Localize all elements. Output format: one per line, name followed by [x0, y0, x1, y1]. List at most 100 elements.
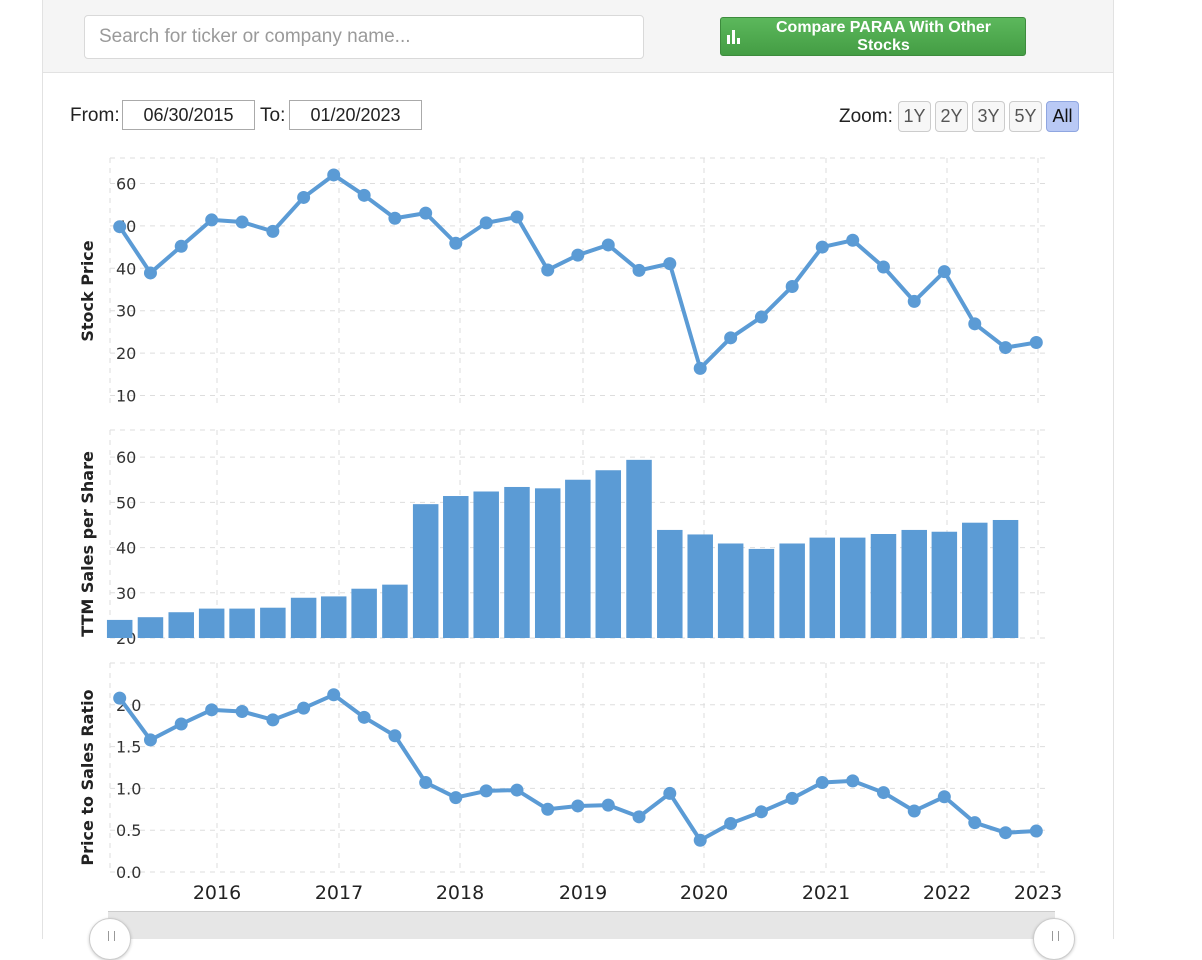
chart-panel: Compare PARAA With Other Stocks	[42, 0, 1114, 939]
data-point	[205, 703, 219, 717]
bar	[534, 488, 561, 638]
bar	[443, 496, 469, 638]
data-point	[999, 341, 1013, 355]
data-point	[937, 790, 951, 804]
y-axis-label: TTM Sales per Share	[78, 451, 97, 637]
navigator-left-handle[interactable]	[89, 918, 131, 960]
data-point	[999, 826, 1013, 840]
data-point	[968, 816, 982, 830]
bar	[657, 529, 683, 638]
zoom-all-button[interactable]: All	[1046, 101, 1079, 132]
y-tick-label: 1.0	[116, 779, 141, 798]
data-point	[754, 310, 768, 324]
data-point	[479, 784, 493, 798]
x-tick-label: 2022	[923, 882, 971, 904]
bar	[198, 608, 225, 638]
data-point	[815, 240, 829, 254]
bar	[412, 504, 439, 638]
data-point	[297, 190, 311, 204]
data-point	[235, 704, 249, 718]
y-tick-label: 0.0	[116, 863, 141, 882]
data-point	[968, 317, 982, 331]
bar	[320, 596, 347, 638]
to-date-input[interactable]	[289, 100, 422, 130]
data-point	[510, 210, 524, 224]
data-point	[266, 713, 280, 727]
data-point	[541, 802, 555, 816]
data-point	[876, 786, 890, 800]
data-point	[937, 265, 951, 279]
data-point	[357, 188, 371, 202]
data-point	[1029, 824, 1043, 838]
series-line	[118, 692, 1037, 843]
bar	[290, 597, 317, 638]
data-point	[113, 220, 127, 234]
data-point	[754, 805, 768, 819]
data-point	[815, 776, 829, 790]
y-tick-label: 30	[116, 584, 136, 603]
bar	[351, 588, 377, 638]
from-label: From:	[70, 105, 120, 126]
bar	[106, 619, 133, 638]
from-date-input[interactable]	[122, 100, 255, 130]
bar	[870, 534, 897, 638]
zoom-5y-button[interactable]: 5Y	[1009, 101, 1042, 132]
data-point	[113, 691, 127, 705]
x-tick-label: 2021	[802, 882, 850, 904]
data-point	[388, 211, 402, 225]
data-point	[632, 263, 646, 277]
data-point	[266, 224, 280, 238]
data-point	[601, 798, 615, 812]
y-tick-label: 60	[116, 448, 136, 467]
data-point	[143, 266, 157, 280]
to-label: To:	[260, 105, 286, 126]
bar	[382, 584, 408, 638]
y-tick-label: 30	[116, 302, 136, 321]
range-navigator[interactable]	[108, 911, 1055, 939]
data-point	[419, 206, 433, 220]
data-point	[143, 733, 157, 747]
bar	[717, 543, 744, 638]
data-point	[846, 774, 860, 788]
zoom-1y-button[interactable]: 1Y	[898, 101, 931, 132]
navigator-right-handle[interactable]	[1033, 918, 1075, 960]
data-point	[785, 280, 799, 294]
bar	[779, 543, 805, 638]
x-tick-label: 2019	[559, 882, 607, 904]
zoom-3y-button[interactable]: 3Y	[972, 101, 1005, 132]
data-point	[663, 786, 677, 800]
zoom-2y-button[interactable]: 2Y	[935, 101, 968, 132]
bar	[504, 486, 530, 638]
bar	[809, 537, 836, 638]
bar	[473, 491, 499, 638]
data-point	[571, 799, 585, 813]
search-input[interactable]	[84, 15, 644, 59]
data-point	[663, 257, 677, 271]
x-tick-label: 2017	[315, 882, 363, 904]
y-tick-label: 60	[116, 174, 136, 193]
bar	[565, 479, 591, 638]
compare-button[interactable]: Compare PARAA With Other Stocks	[720, 17, 1026, 56]
data-point	[601, 238, 615, 252]
y-tick-label: 40	[116, 259, 136, 278]
bar	[260, 607, 286, 638]
data-point	[205, 213, 219, 227]
bar	[901, 529, 927, 638]
bar	[687, 534, 713, 638]
data-point	[327, 168, 341, 182]
data-point	[632, 810, 646, 824]
data-point	[907, 804, 921, 818]
bar	[748, 548, 775, 638]
zoom-label: Zoom:	[839, 106, 893, 127]
y-tick-label: 50	[116, 493, 136, 512]
y-tick-label: 10	[116, 387, 136, 406]
data-point	[693, 833, 707, 847]
data-point	[419, 776, 433, 790]
bar	[595, 470, 622, 638]
data-point	[174, 717, 188, 731]
x-tick-label: 2023	[1014, 882, 1062, 904]
y-tick-label: 40	[116, 539, 136, 558]
data-point	[510, 783, 524, 797]
series-line	[118, 172, 1037, 371]
